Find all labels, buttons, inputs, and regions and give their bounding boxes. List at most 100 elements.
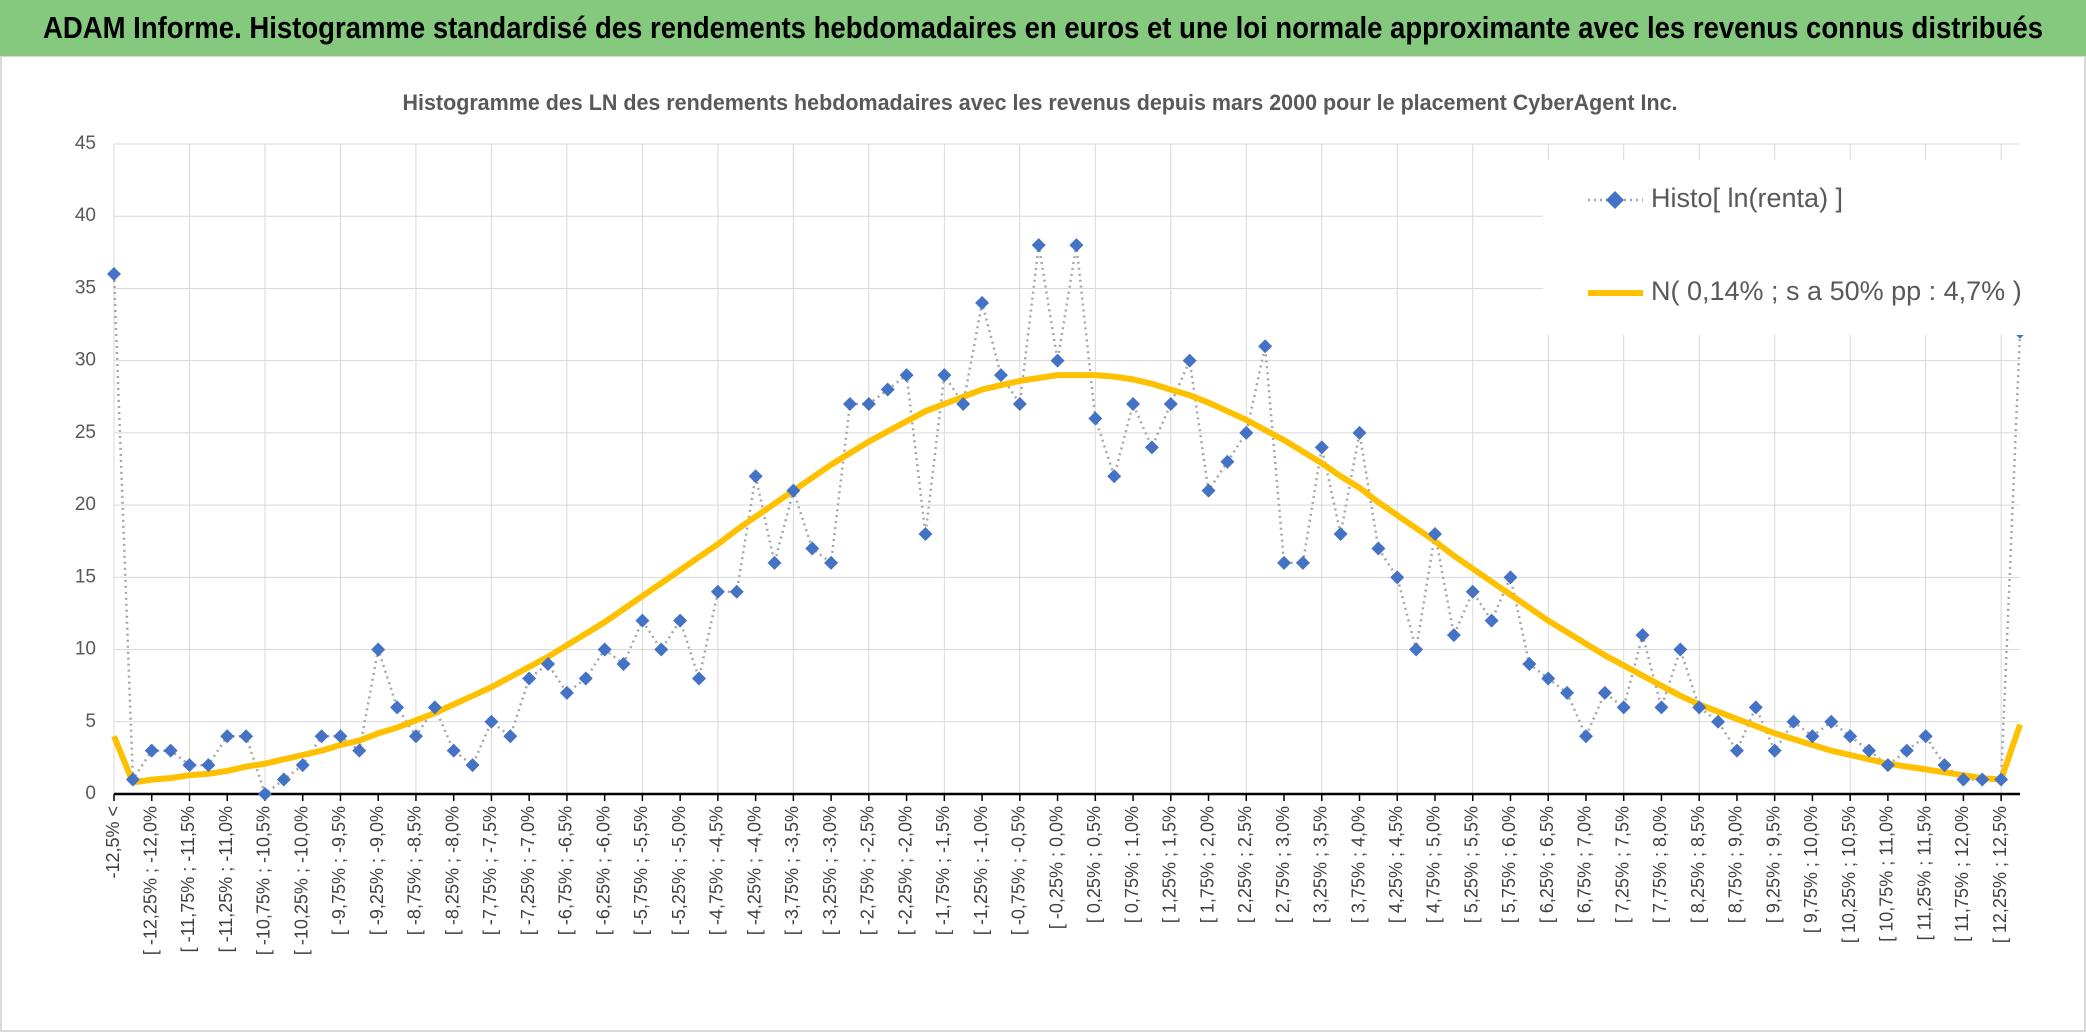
chart-title: Histogramme des LN des rendements hebdom… bbox=[403, 90, 1678, 115]
data-point bbox=[1711, 714, 1726, 729]
data-point bbox=[861, 397, 876, 411]
y-tick-label: 35 bbox=[75, 277, 96, 298]
data-point bbox=[239, 729, 254, 744]
data-point bbox=[673, 613, 688, 628]
data-point bbox=[1295, 555, 1310, 570]
data-point bbox=[144, 743, 159, 758]
data-point bbox=[1277, 555, 1292, 570]
data-point bbox=[918, 527, 933, 541]
data-point bbox=[314, 729, 329, 744]
data-point bbox=[1578, 729, 1593, 744]
data-point bbox=[1503, 570, 1518, 585]
data-point bbox=[880, 382, 895, 397]
data-point bbox=[937, 368, 952, 383]
x-tick-label: [ 4,75% ; 5,0% bbox=[1424, 806, 1444, 923]
data-point bbox=[824, 555, 839, 570]
x-tick-label: [ -3,25% ; -3,0% bbox=[820, 806, 840, 935]
x-tick-label: [ 4,25% ; 4,5% bbox=[1386, 806, 1406, 923]
data-point bbox=[1786, 714, 1801, 729]
y-tick-label: 40 bbox=[75, 205, 96, 226]
x-tick-label: [ -12,25% ; -12,0% bbox=[140, 806, 160, 955]
x-tick-label: [ -2,25% ; -2,0% bbox=[895, 806, 915, 935]
data-point bbox=[1899, 743, 1914, 758]
data-point bbox=[1635, 628, 1650, 643]
data-point bbox=[503, 729, 518, 744]
data-point bbox=[1088, 411, 1103, 426]
legend-box bbox=[1543, 160, 2028, 335]
x-tick-label: [ 3,75% ; 4,0% bbox=[1348, 806, 1368, 923]
y-tick-label: 30 bbox=[75, 350, 96, 371]
x-tick-label: [ 5,75% ; 6,0% bbox=[1499, 806, 1519, 923]
data-point bbox=[1484, 613, 1499, 628]
data-point bbox=[1616, 700, 1631, 715]
data-point bbox=[125, 772, 140, 787]
x-tick-label: [ -0,25% ; 0,0% bbox=[1046, 806, 1066, 929]
data-point bbox=[956, 397, 971, 411]
x-tick-label: [ 12,25% ; 12,5% bbox=[1990, 806, 2010, 943]
x-tick-label: [ -4,25% ; -4,0% bbox=[744, 806, 764, 935]
data-point bbox=[635, 613, 650, 628]
data-point bbox=[371, 642, 386, 657]
x-tick-label: [ -7,75% ; -7,5% bbox=[480, 806, 500, 935]
x-tick-label: [ -9,25% ; -9,0% bbox=[367, 806, 387, 935]
data-point bbox=[1126, 397, 1141, 411]
data-point bbox=[446, 743, 461, 758]
y-tick-label: 20 bbox=[75, 494, 96, 515]
data-point bbox=[805, 541, 820, 556]
x-tick-label: [ 3,25% ; 3,5% bbox=[1311, 806, 1331, 923]
header-title: ADAM Informe. Histogramme standardisé de… bbox=[43, 10, 2043, 45]
x-tick-label: [ -10,75% ; -10,5% bbox=[254, 806, 274, 955]
data-point bbox=[975, 295, 990, 310]
x-tick-label: [ 9,25% ; 9,5% bbox=[1763, 806, 1783, 923]
data-point bbox=[1201, 483, 1216, 498]
x-tick-label: [ 1,75% ; 2,0% bbox=[1197, 806, 1217, 923]
data-point bbox=[899, 368, 914, 383]
header-band bbox=[0, 0, 2086, 56]
data-point bbox=[1937, 758, 1952, 773]
data-point bbox=[427, 700, 442, 715]
x-tick-label: [ -11,25% ; -11,0% bbox=[216, 806, 236, 952]
data-point bbox=[182, 758, 197, 773]
x-tick-label: [ -6,75% ; -6,5% bbox=[556, 806, 576, 935]
data-point bbox=[1805, 729, 1820, 744]
data-point bbox=[163, 743, 178, 758]
data-point bbox=[1050, 353, 1065, 368]
data-point bbox=[1163, 397, 1178, 411]
x-tick-label: [ 0,25% ; 0,5% bbox=[1084, 806, 1104, 923]
data-point bbox=[1069, 238, 1084, 253]
data-point bbox=[559, 685, 574, 700]
data-point bbox=[767, 555, 782, 570]
x-tick-label: -12,5% < bbox=[103, 806, 123, 879]
data-point bbox=[333, 729, 348, 744]
x-tick-label: [ 8,25% ; 8,5% bbox=[1688, 806, 1708, 923]
data-point bbox=[1541, 671, 1556, 686]
data-point bbox=[1446, 628, 1461, 643]
legend-label: N( 0,14% ; s a 50% pp : 4,7% ) bbox=[1651, 276, 2022, 306]
data-point bbox=[1107, 469, 1122, 484]
legend-label: Histo[ ln(renta) ] bbox=[1651, 183, 1843, 213]
data-point bbox=[1031, 238, 1046, 253]
x-tick-label: [ -6,25% ; -6,0% bbox=[593, 806, 613, 935]
x-tick-label: [ 6,25% ; 6,5% bbox=[1537, 806, 1557, 923]
data-point bbox=[993, 368, 1008, 383]
data-point bbox=[107, 267, 121, 281]
data-point bbox=[729, 584, 744, 599]
data-point bbox=[842, 397, 857, 411]
data-point bbox=[1597, 685, 1612, 700]
x-tick-label: [ -5,75% ; -5,5% bbox=[631, 806, 651, 935]
data-point bbox=[1692, 700, 1707, 715]
data-point bbox=[1994, 772, 2009, 787]
data-point bbox=[1220, 454, 1235, 469]
x-tick-label: [ -2,75% ; -2,5% bbox=[858, 806, 878, 935]
data-point bbox=[1144, 440, 1159, 455]
data-point bbox=[1409, 642, 1424, 657]
data-point bbox=[1522, 657, 1537, 671]
data-point bbox=[522, 671, 537, 686]
data-point bbox=[465, 758, 480, 773]
data-point bbox=[597, 642, 612, 657]
data-point bbox=[710, 584, 725, 599]
x-tick-label: [ 11,25% ; 11,5% bbox=[1914, 806, 1934, 940]
data-point bbox=[1560, 685, 1575, 700]
x-tick-label: [ -11,75% ; -11,5% bbox=[178, 806, 198, 952]
